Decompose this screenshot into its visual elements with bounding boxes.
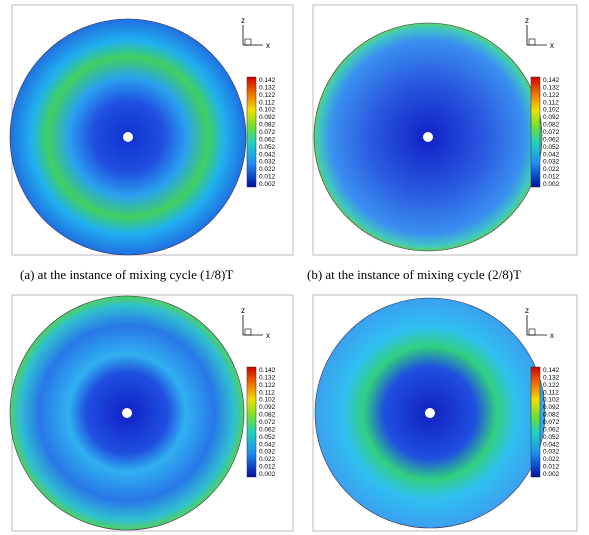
- colorbar-label: 0.132: [543, 374, 560, 381]
- colorbar-label: 0.042: [543, 151, 560, 158]
- axis-label: z: [241, 306, 245, 315]
- colorbar-label: 0.082: [543, 122, 560, 129]
- axis-label: z: [241, 16, 245, 25]
- colorbar-label: 0.092: [543, 114, 560, 121]
- colorbar-label: 0.082: [259, 412, 276, 419]
- colorbar-label: 0.142: [543, 367, 560, 374]
- colorbar-label: 0.012: [543, 464, 560, 471]
- colorbar-label: 0.072: [259, 129, 276, 136]
- colorbar-label: 0.092: [543, 404, 560, 411]
- colorbar-label: 0.122: [543, 382, 560, 389]
- axis-label: x: [550, 331, 554, 340]
- colorbar-label: 0.052: [259, 434, 276, 441]
- axis-label: x: [550, 41, 554, 50]
- axis-box: [244, 328, 252, 336]
- shaft-hole: [423, 132, 433, 142]
- colorbar-label: 0.002: [259, 181, 276, 188]
- colorbar-label: 0.062: [259, 426, 276, 433]
- colorbar-label: 0.102: [259, 107, 276, 114]
- colorbar-label: 0.052: [543, 144, 560, 151]
- axis-box: [528, 328, 536, 336]
- colorbar-label: 0.112: [259, 389, 275, 396]
- colorbar-label: 0.012: [543, 174, 560, 181]
- axis-label: x: [266, 41, 270, 50]
- colorbar-label: 0.022: [259, 166, 276, 173]
- colorbar-label: 0.072: [259, 419, 276, 426]
- colorbar-label: 0.032: [259, 449, 276, 456]
- axis-box: [528, 38, 536, 46]
- colorbar-label: 0.112: [543, 99, 559, 106]
- colorbar-label: 0.072: [543, 129, 560, 136]
- colorbar-label: 0.042: [259, 441, 276, 448]
- colorbar-label: 0.002: [259, 471, 276, 478]
- colorbar: [246, 366, 257, 478]
- colorbar-label: 0.012: [259, 174, 276, 181]
- colorbar-label: 0.132: [259, 84, 276, 91]
- colorbar-label: 0.142: [543, 77, 560, 84]
- colorbar: [246, 76, 257, 188]
- axis-label: x: [266, 331, 270, 340]
- axis-label: z: [525, 306, 529, 315]
- colorbar-label: 0.062: [543, 136, 560, 143]
- colorbar-label: 0.062: [543, 426, 560, 433]
- colorbar-label: 0.002: [543, 181, 560, 188]
- colorbar-label: 0.052: [259, 144, 276, 151]
- colorbar-label: 0.092: [259, 404, 276, 411]
- caption: (a) at the instance of mixing cycle (1/8…: [20, 267, 233, 282]
- axis-label: z: [525, 16, 529, 25]
- colorbar-label: 0.022: [259, 456, 276, 463]
- colorbar-label: 0.122: [543, 92, 560, 99]
- colorbar-label: 0.072: [543, 419, 560, 426]
- axis-box: [244, 38, 252, 46]
- colorbar: [530, 76, 541, 188]
- colorbar-label: 0.142: [259, 367, 276, 374]
- colorbar-label: 0.042: [259, 151, 276, 158]
- colorbar-label: 0.102: [259, 397, 276, 404]
- colorbar-label: 0.092: [259, 114, 276, 121]
- colorbar-label: 0.022: [543, 456, 560, 463]
- colorbar-label: 0.012: [259, 464, 276, 471]
- shaft-hole: [122, 408, 132, 418]
- colorbar-label: 0.062: [259, 136, 276, 143]
- colorbar-label: 0.082: [259, 122, 276, 129]
- colorbar-label: 0.122: [259, 92, 276, 99]
- colorbar-label: 0.112: [259, 99, 275, 106]
- colorbar: [530, 366, 541, 478]
- colorbar-label: 0.032: [259, 159, 276, 166]
- colorbar-label: 0.042: [543, 441, 560, 448]
- colorbar-label: 0.082: [543, 412, 560, 419]
- colorbar-label: 0.022: [543, 166, 560, 173]
- caption: (b) at the instance of mixing cycle (2/8…: [307, 267, 521, 282]
- colorbar-label: 0.102: [543, 397, 560, 404]
- colorbar-label: 0.032: [543, 159, 560, 166]
- colorbar-label: 0.112: [543, 389, 559, 396]
- shaft-hole: [425, 408, 435, 418]
- colorbar-label: 0.002: [543, 471, 560, 478]
- colorbar-label: 0.142: [259, 77, 276, 84]
- colorbar-label: 0.122: [259, 382, 276, 389]
- colorbar-label: 0.032: [543, 449, 560, 456]
- colorbar-label: 0.052: [543, 434, 560, 441]
- colorbar-label: 0.132: [543, 84, 560, 91]
- colorbar-label: 0.102: [543, 107, 560, 114]
- colorbar-label: 0.132: [259, 374, 276, 381]
- shaft-hole: [123, 132, 133, 142]
